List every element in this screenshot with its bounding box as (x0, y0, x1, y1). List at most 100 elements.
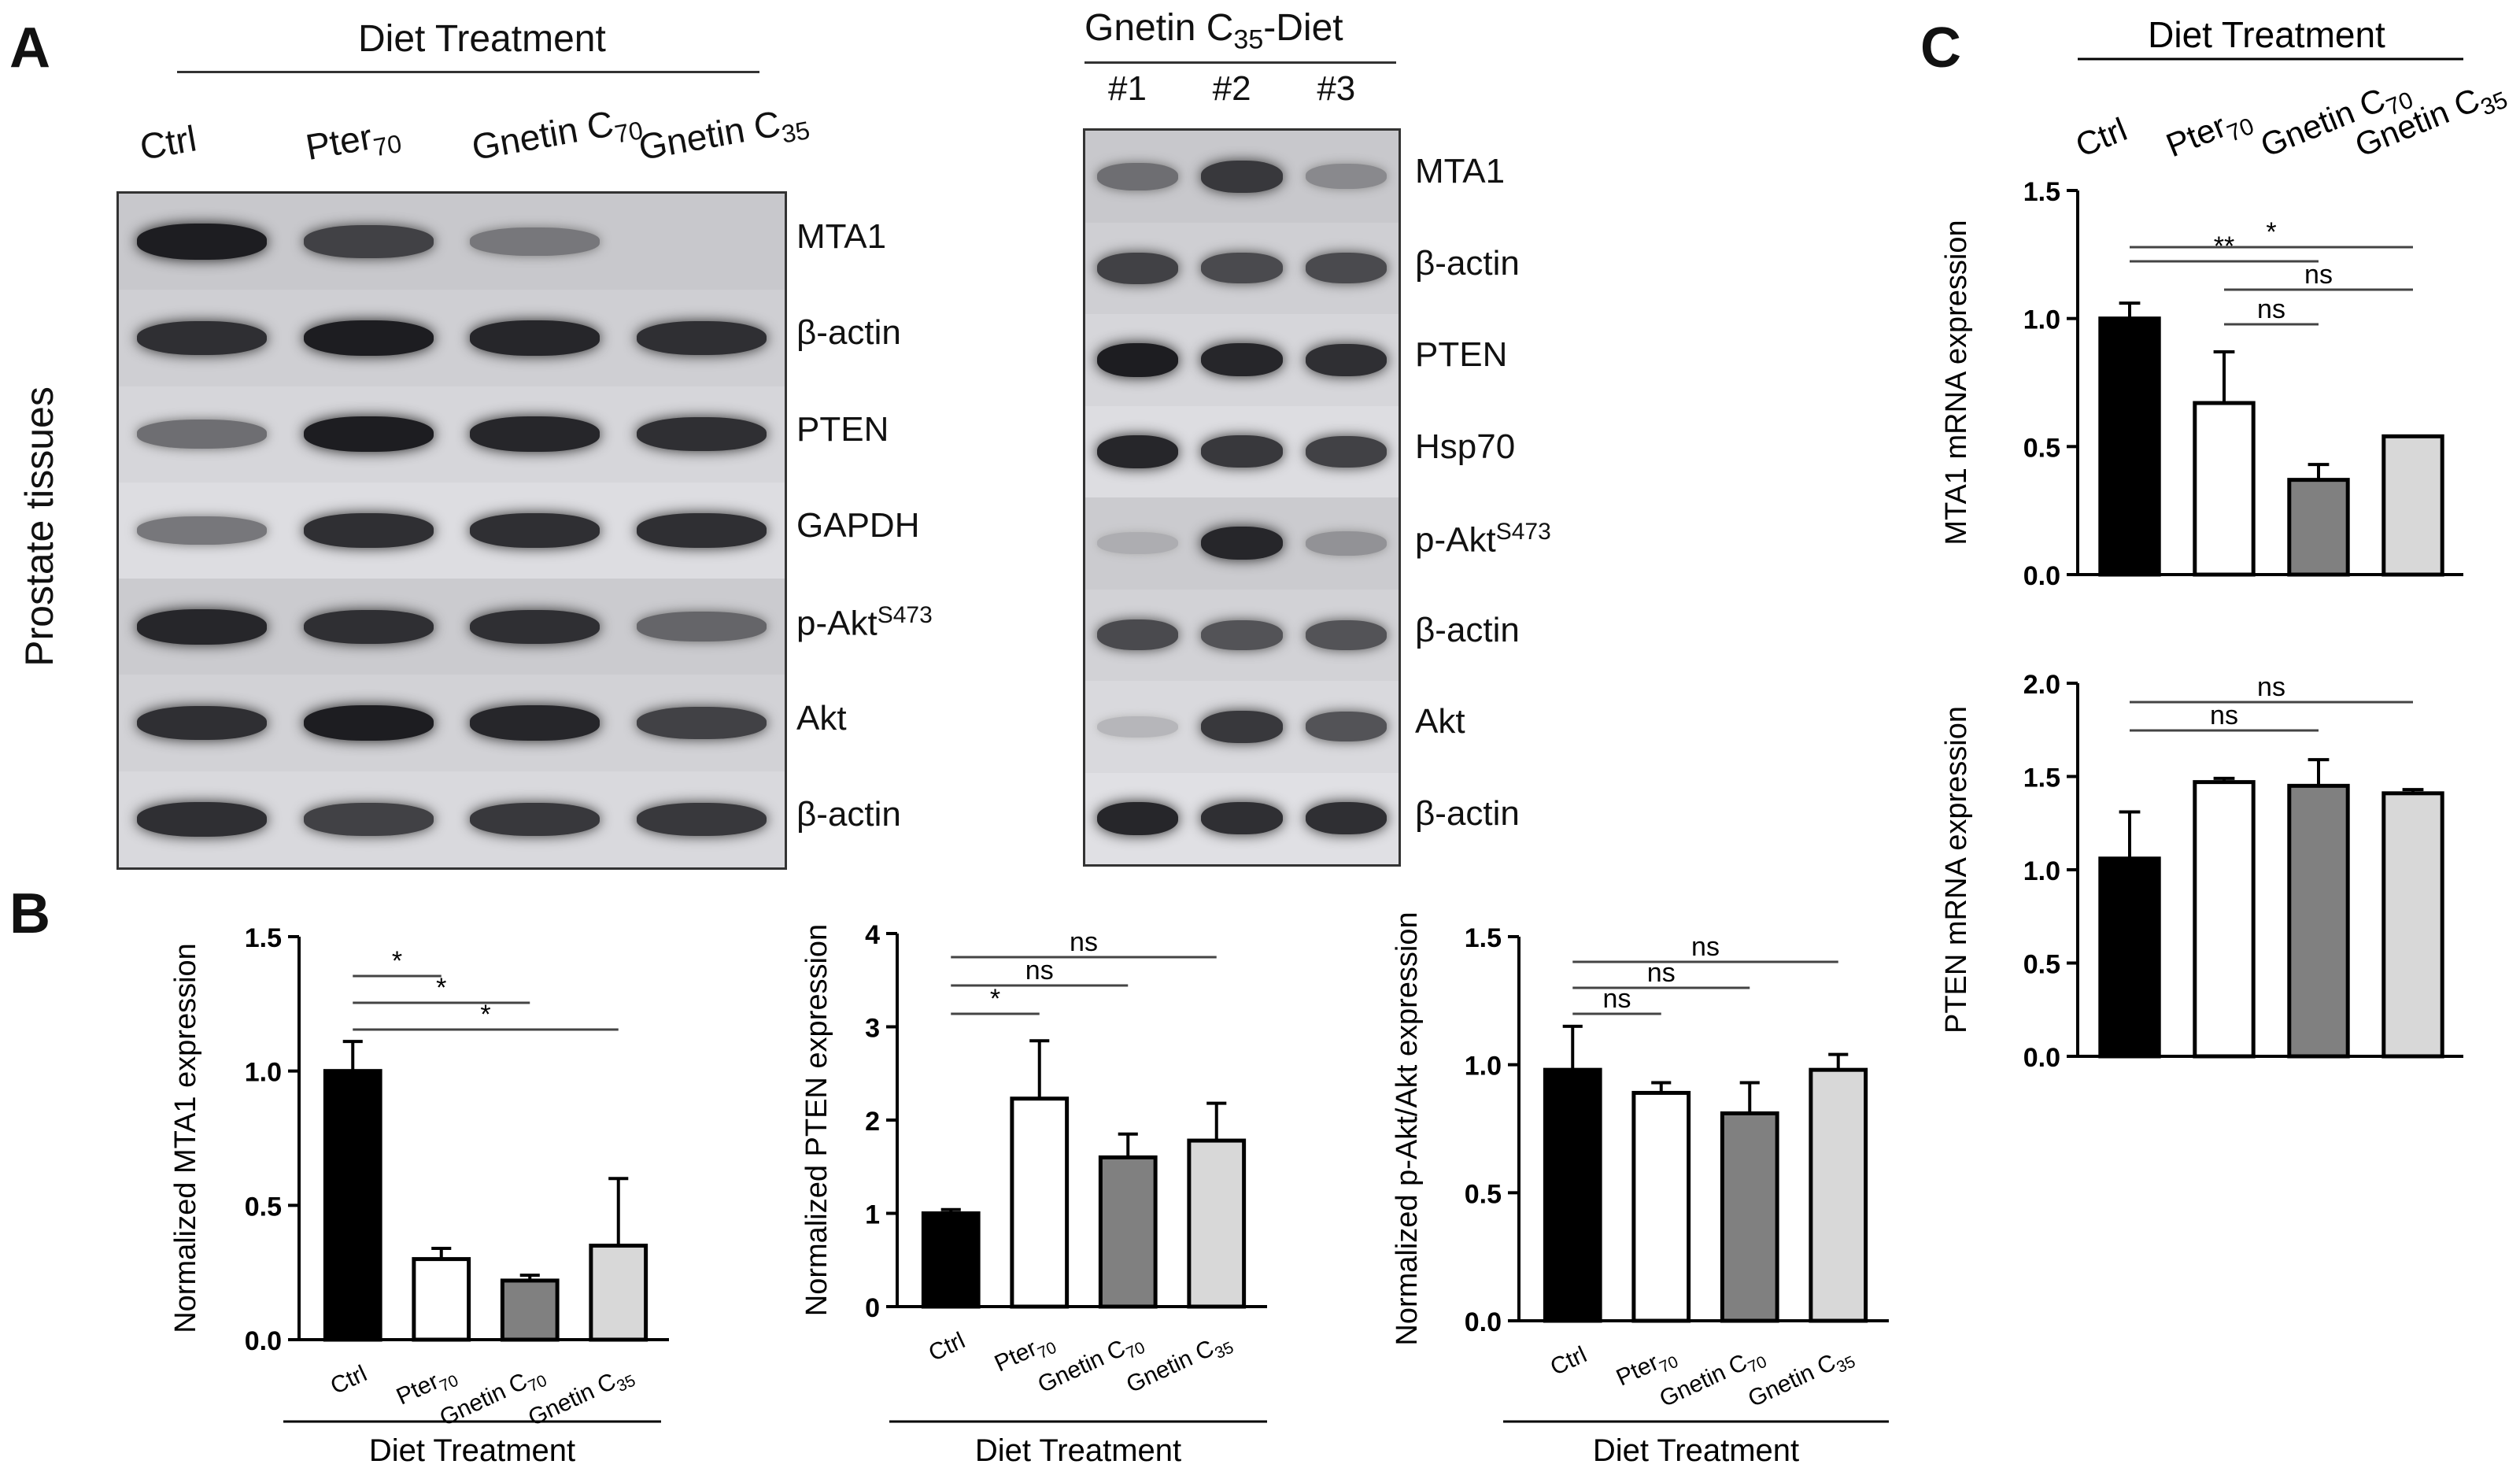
row-label-base: PTEN (796, 409, 889, 449)
lane-label: Pter70 (302, 110, 404, 174)
panel-a2-header: Gnetin C35-Diet (1084, 6, 1343, 56)
y-tick-label: 4 (865, 920, 880, 950)
y-tick-label: 2.0 (2023, 670, 2060, 700)
lane-label: #1 (1108, 69, 1147, 108)
protein-band (1096, 434, 1179, 468)
protein-band (1305, 531, 1387, 556)
y-tick-label: 1.0 (2023, 856, 2060, 886)
protein-band (636, 320, 767, 356)
row-label-base: β-actin (796, 313, 901, 353)
protein-band (1201, 710, 1283, 743)
y-tick-label: 1.5 (1465, 923, 1502, 953)
protein-band (303, 513, 434, 548)
lane-label-base: Gnetin C (468, 102, 617, 168)
row-label-base: β-actin (1415, 793, 1520, 833)
protein-band (1201, 343, 1283, 377)
bar (1010, 1096, 1070, 1309)
row-label-base: GAPDH (796, 506, 920, 545)
blot-row-label: MTA1 (796, 217, 886, 257)
y-tick-label: 0.0 (245, 1326, 282, 1356)
blot-row-label: p-AktS473 (1415, 519, 1551, 560)
bar (2193, 780, 2256, 1059)
significance-label: * (2266, 217, 2276, 247)
y-tick-label: 3 (865, 1014, 880, 1044)
row-label-sup: S473 (877, 602, 933, 629)
y-tick-label: 0.5 (1465, 1179, 1502, 1209)
y-tick-label: 1.5 (2023, 764, 2060, 793)
blot-row-label: GAPDH (796, 506, 919, 545)
bar (2381, 434, 2444, 577)
row-label-base: PTEN (1415, 335, 1508, 375)
x-tick-label: Ctrl (925, 1327, 969, 1366)
y-tick-label: 1.5 (245, 923, 282, 953)
protein-band (1305, 712, 1387, 742)
y-tick-label: 1.5 (2023, 177, 2060, 207)
row-label-base: β-actin (1415, 243, 1520, 283)
row-label-base: MTA1 (1415, 152, 1506, 191)
protein-band (470, 609, 600, 645)
protein-band (470, 416, 600, 452)
panel-label-a: A (9, 17, 50, 79)
protein-band (303, 225, 434, 258)
significance-label: ns (2210, 701, 2238, 730)
panel-a-header-rule (177, 71, 759, 73)
blot-row-label: β-actin (1415, 794, 1520, 834)
panel-c-header: Diet Treatment (2148, 14, 2385, 55)
chart-b-pakt: 0.0 0.5 1.0 1.5 Normalized p-Akt/Akt express… (1391, 911, 1889, 1468)
row-label-base: Akt (1415, 702, 1465, 741)
significance-label: * (392, 946, 402, 976)
protein-band (303, 320, 434, 357)
y-tick-label: 1.0 (245, 1058, 282, 1088)
protein-band (1305, 343, 1387, 376)
blot-row-label: β-actin (796, 795, 901, 834)
protein-band (137, 802, 268, 837)
bar (1631, 1090, 1691, 1323)
significance-label: ns (2304, 260, 2333, 290)
protein-band (137, 320, 268, 356)
bar (412, 1257, 471, 1342)
blot-row-label: PTEN (1415, 335, 1507, 375)
significance-label: ns (2257, 294, 2285, 324)
protein-band (137, 420, 268, 449)
bar (1720, 1111, 1779, 1323)
blot-row-label: β-actin (1415, 244, 1520, 283)
protein-band (636, 416, 767, 452)
row-label-base: MTA1 (796, 217, 887, 257)
bar (500, 1278, 560, 1342)
protein-band (636, 513, 767, 548)
protein-band (1201, 160, 1283, 193)
side-label-text: Prostate tissues (17, 386, 61, 667)
bar (1543, 1067, 1602, 1323)
x-axis-label: Diet Treatment (369, 1433, 575, 1468)
blot-row-label: Akt (1415, 702, 1465, 741)
bar (2193, 401, 2256, 577)
blot-row-label: Hsp70 (1415, 427, 1515, 467)
protein-band (1305, 253, 1387, 284)
significance-label: ns (1691, 932, 1720, 962)
panel-a-header: Diet Treatment (358, 18, 606, 60)
y-tick-label: 1.0 (2023, 305, 2060, 335)
blot-row-label: PTEN (796, 410, 889, 449)
significance-label: ns (1025, 956, 1054, 985)
y-axis-label: Normalized MTA1 expression (169, 943, 202, 1333)
y-axis-label: Normalized PTEN expression (800, 924, 833, 1316)
blot-row-label: Akt (796, 699, 847, 738)
y-tick-label: 0.0 (1465, 1307, 1502, 1337)
protein-band (1201, 253, 1283, 284)
y-tick-label: 1 (865, 1200, 880, 1230)
y-axis-label: PTEN mRNA expression (1940, 706, 1973, 1033)
protein-band (303, 416, 434, 453)
bar (323, 1069, 382, 1342)
panel-a-side-label: Prostate tissues (17, 377, 62, 676)
bar (1098, 1155, 1158, 1309)
y-tick-label: 0.0 (2023, 1043, 2060, 1073)
y-tick-label: 2 (865, 1107, 880, 1137)
blot-row-label: MTA1 (1415, 152, 1505, 191)
chart-b-mta1: 0.0 0.5 1.0 1.5 Normalized MTA1 expression Ct… (169, 923, 669, 1468)
protein-band (1096, 619, 1179, 651)
protein-band (636, 612, 767, 642)
protein-band (1096, 342, 1179, 377)
protein-band (1305, 802, 1387, 835)
